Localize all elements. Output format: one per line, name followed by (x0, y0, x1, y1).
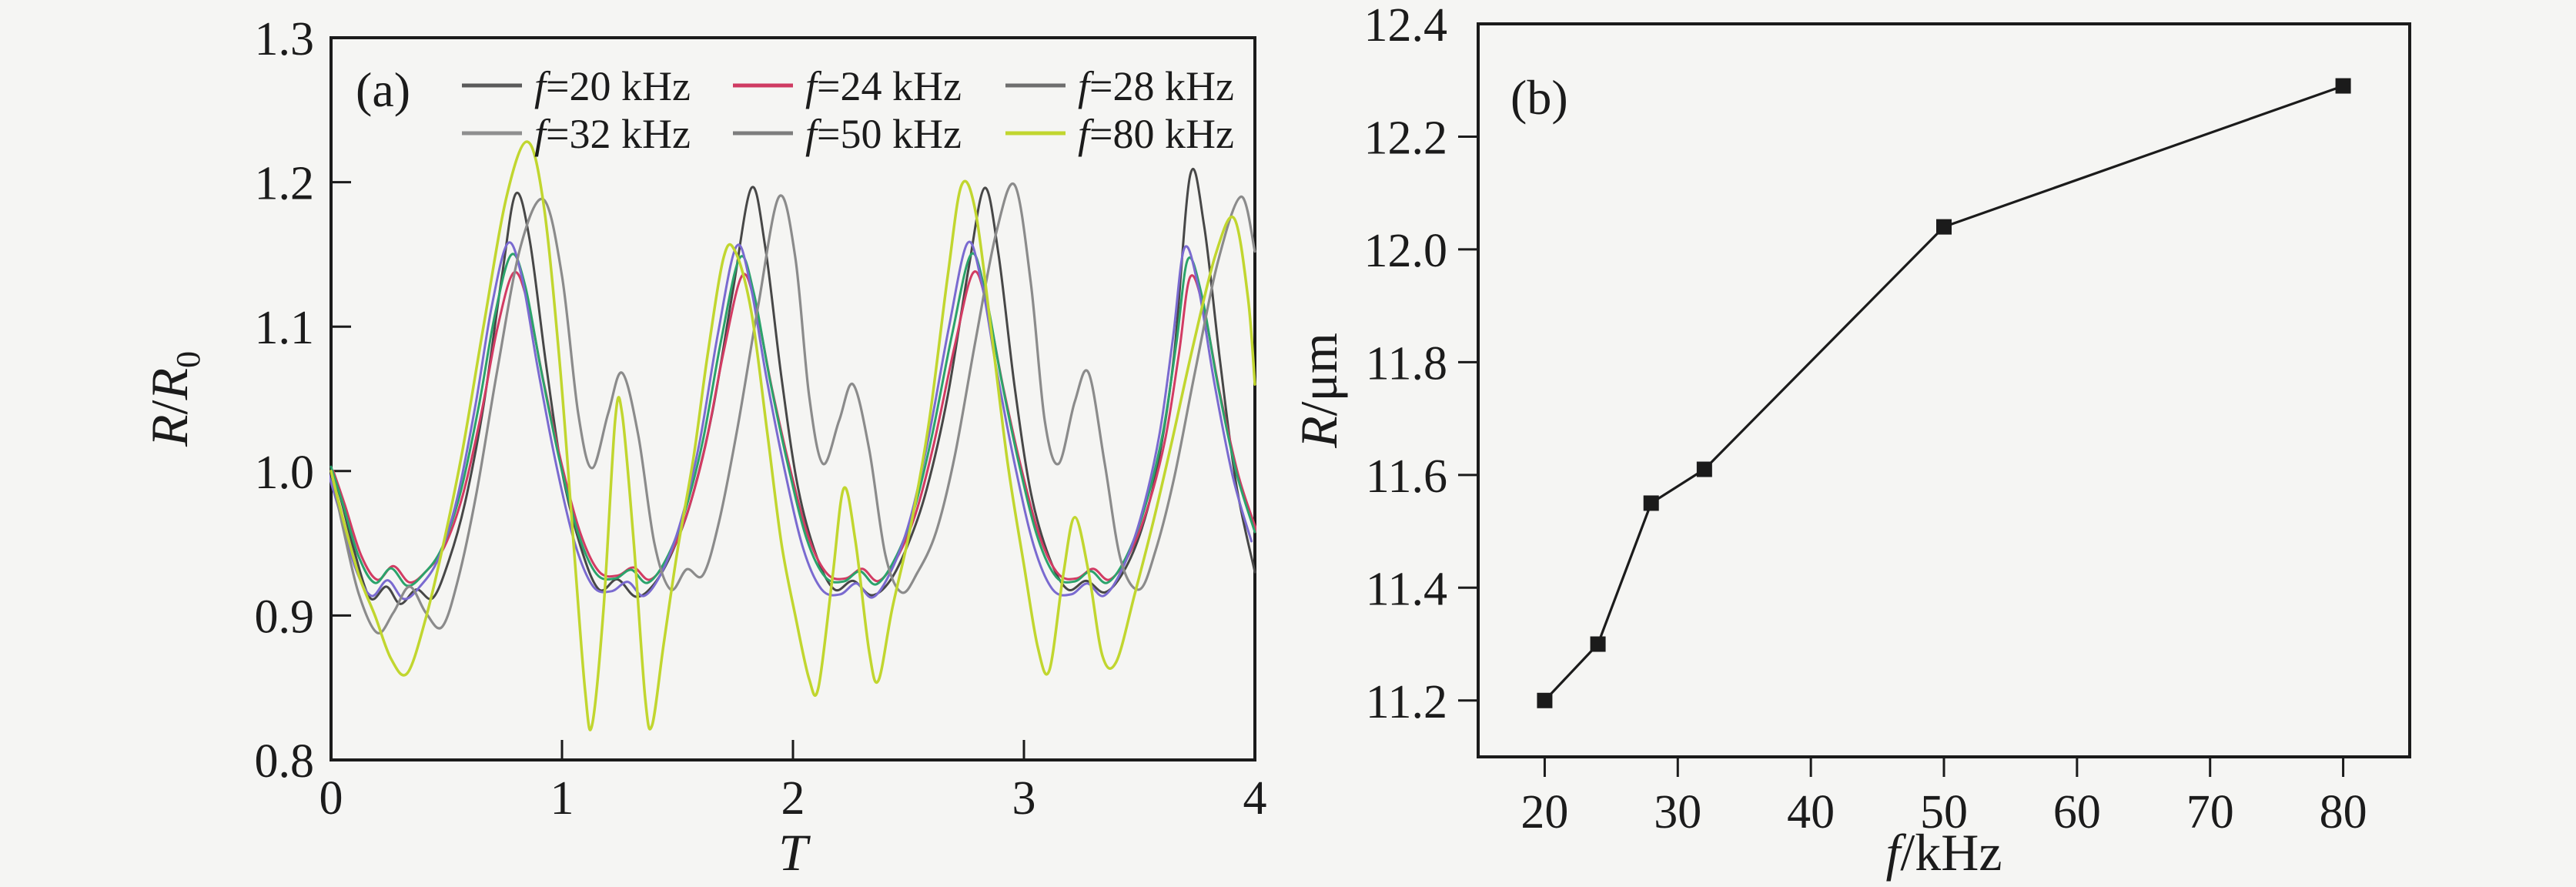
data-point-marker (1643, 495, 1659, 511)
panel-a-y-tick-label: 0.8 (255, 735, 315, 788)
panel-b-y-tick-label: 11.4 (1366, 563, 1447, 615)
panel-a-y-axis-label: R/R0 (140, 351, 207, 447)
panel-a-ylabel-slash: / (140, 400, 199, 414)
panel-b-x-tick-label: 40 (1787, 786, 1835, 838)
panel-b-ylabel-R: R (1290, 416, 1348, 449)
panel-b-y-tick-label: 11.2 (1366, 676, 1447, 728)
panel-b-x-axis-label: f/kHz (1885, 823, 2002, 882)
panel-b-x-tick-label: 60 (2053, 786, 2101, 838)
curve-f-80-kHz (330, 140, 1256, 731)
panel-a-ylabel-R0: R (140, 368, 199, 401)
legend-label-rest: =20 kHz (546, 63, 691, 109)
panel-a-frame (330, 36, 1256, 761)
legend-label-rest: =50 kHz (817, 111, 962, 157)
panel-b-label: (b) (1510, 70, 1568, 125)
legend-label: f=80 kHz (1078, 111, 1234, 157)
svg-text:R/μm: R/μm (1290, 333, 1348, 449)
panel-a-y-tick-label: 1.0 (255, 447, 315, 499)
legend-label-rest: =32 kHz (546, 111, 691, 157)
data-point-marker (1936, 219, 1952, 235)
panel-b-x-tick-label: 20 (1521, 786, 1568, 838)
panel-b-y-tick-label: 12.2 (1364, 112, 1448, 164)
curve-f-50-kHz (330, 182, 1256, 634)
data-point-marker (1590, 636, 1606, 652)
panel-b-y-tick-label: 11.8 (1366, 337, 1447, 390)
svg-text:R/R0: R/R0 (140, 351, 207, 447)
panel-a-y-tick-label: 1.2 (255, 158, 315, 210)
legend-label-rest: =80 kHz (1089, 111, 1234, 157)
panel-b-x-tick-label: 50 (1920, 786, 1968, 838)
panel-a-label: (a) (356, 62, 410, 117)
legend-label-rest: =24 kHz (817, 63, 962, 109)
curve-f-28-kHz (330, 252, 1256, 587)
panel-b-series-line (1544, 85, 2344, 701)
legend-item-f-20-kHz: f=20 kHz (462, 63, 691, 109)
panel-b-y-axis-label: R/μm (1290, 333, 1348, 449)
panel-b-y-tick-label: 12.4 (1364, 0, 1448, 52)
legend-item-f-28-kHz: f=28 kHz (1005, 63, 1234, 109)
legend-label: f=50 kHz (805, 111, 962, 157)
curve-f-32-kHz (330, 240, 1253, 601)
panel-a-ylabel-sub0: 0 (169, 351, 207, 368)
legend-item-f-50-kHz: f=50 kHz (733, 111, 962, 157)
panel-b-x-tick-label: 30 (1654, 786, 1701, 838)
panel-b-ylabel-unit: /μm (1290, 333, 1348, 416)
data-point-marker (1696, 461, 1712, 477)
panel-a-x-tick-label: 0 (319, 772, 343, 825)
legend-label-rest: =28 kHz (1089, 63, 1234, 109)
legend-label: f=20 kHz (534, 63, 691, 109)
panel-a-x-tick-label: 4 (1243, 772, 1267, 825)
panel-a-x-axis-label: T (778, 823, 811, 882)
legend-item-f-80-kHz: f=80 kHz (1005, 111, 1234, 157)
panel-b-xlabel-unit: /kHz (1900, 823, 2002, 882)
legend-item-f-32-kHz: f=32 kHz (462, 111, 691, 157)
panel-a-y-tick-label: 1.3 (255, 13, 315, 65)
legend-label: f=28 kHz (1078, 63, 1234, 109)
panel-a-ylabel-R: R (140, 414, 199, 447)
panel-a-curves (330, 140, 1256, 731)
panel-a-x-tick-label: 1 (550, 772, 574, 825)
panel-b-y-tick-label: 12.0 (1364, 225, 1448, 277)
panel-b-frame (1477, 22, 2411, 758)
data-point-marker (1537, 692, 1553, 708)
legend-label: f=24 kHz (805, 63, 962, 109)
panel-b-x-tick-label: 80 (2320, 786, 2367, 838)
panel-a-x-tick-label: 2 (781, 772, 805, 825)
panel-b-y-tick-label: 11.6 (1366, 450, 1447, 503)
panel-a-x-tick-label: 3 (1012, 772, 1036, 825)
panel-a-y-tick-label: 1.1 (255, 302, 315, 354)
panel-b-x-tick-label: 70 (2186, 786, 2234, 838)
panel-a-y-tick-label: 0.9 (255, 591, 315, 643)
legend-label: f=32 kHz (534, 111, 691, 157)
legend-item-f-24-kHz: f=24 kHz (733, 63, 962, 109)
data-point-marker (2335, 78, 2351, 94)
